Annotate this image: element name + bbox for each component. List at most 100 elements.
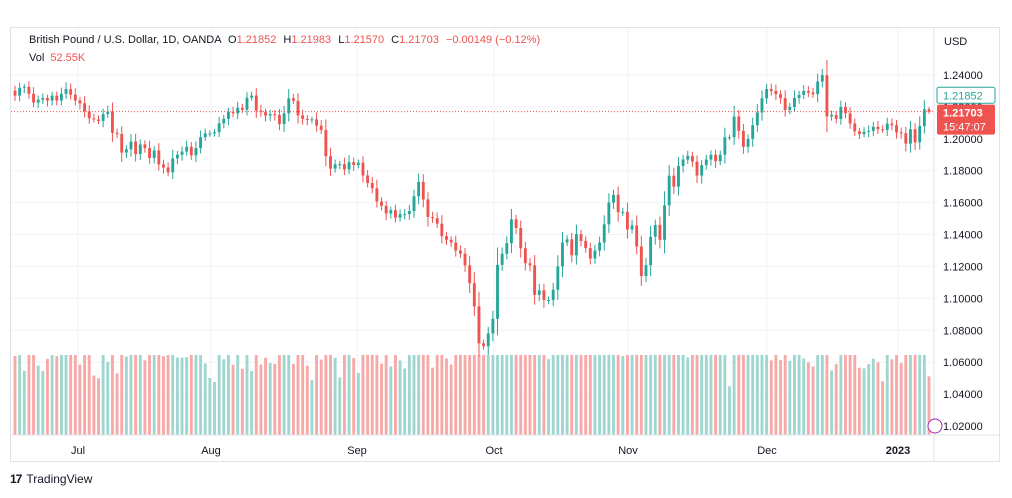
candle-body [690, 155, 694, 162]
candle-body [55, 95, 59, 101]
candle-body [115, 132, 119, 135]
volume-bar [876, 362, 880, 435]
chart-svg[interactable]: USD 1.240001.220001.200001.180001.160001… [11, 28, 999, 461]
candle-body [166, 167, 170, 173]
volume-bar [73, 355, 77, 435]
candle-body [380, 201, 383, 206]
price-tick-label: 1.18000 [943, 166, 983, 178]
candle-body [844, 106, 847, 114]
volume-bar [844, 355, 847, 435]
volume-bar [765, 355, 769, 435]
volume-bar [87, 355, 91, 435]
candle-body [667, 175, 671, 206]
volume-bar [333, 357, 337, 435]
volume-bar [542, 355, 546, 435]
volume-bar [213, 382, 216, 435]
candle-body [509, 219, 513, 244]
candle-body [909, 129, 912, 144]
candle-body [171, 158, 175, 173]
volume-bar [760, 355, 764, 435]
volume-bar [672, 355, 676, 435]
candle-body [282, 113, 286, 124]
volume-bar [718, 355, 722, 435]
candle-body [500, 253, 504, 265]
candle-body [59, 93, 63, 101]
candle-body [426, 199, 430, 217]
candle-body [639, 246, 643, 277]
volume-bar [927, 376, 931, 435]
volume-bar [315, 355, 319, 435]
volume-bar [658, 355, 662, 435]
candle-body [468, 265, 472, 284]
candle-body [769, 89, 773, 91]
volume-bar [208, 378, 212, 435]
volume-bar [278, 355, 281, 435]
candle-body [663, 205, 666, 240]
candle-body [366, 175, 370, 184]
candles[interactable] [13, 59, 931, 357]
volume-bar [254, 355, 258, 435]
candle-body [718, 154, 722, 162]
candle-body [788, 106, 792, 111]
candle-body [134, 141, 138, 154]
candle-body [602, 224, 606, 243]
low-value: 1.21570 [344, 34, 385, 46]
candle-body [779, 94, 782, 99]
volume-bar [222, 359, 226, 435]
volume-bar [825, 355, 829, 435]
candle-body [87, 111, 91, 119]
volume-bar [83, 355, 87, 435]
candle-body [222, 118, 226, 124]
candle-body [175, 154, 179, 159]
volume-bar [686, 357, 690, 435]
candle-body [356, 162, 360, 165]
volume-bar [110, 355, 114, 435]
candle-body [537, 290, 541, 295]
volume-bar [194, 355, 198, 435]
volume-bar [918, 355, 922, 435]
volume-bar [704, 355, 708, 435]
volume-bar [226, 355, 230, 435]
tradingview-brand[interactable]: 17 TradingView [10, 472, 92, 486]
volume-bar [236, 355, 240, 435]
time-tick-label: Aug [201, 445, 221, 457]
candle-body [547, 299, 550, 301]
candle-body [881, 129, 885, 131]
volume-bar [579, 355, 583, 435]
volume-bar [421, 355, 425, 435]
volume-bar [454, 355, 458, 435]
candle-body [746, 138, 750, 147]
volume-bar [417, 355, 421, 435]
volume-bar [352, 358, 356, 435]
volume-bar [774, 355, 778, 435]
open-price-tag-value: 1.21852 [943, 90, 983, 102]
candle-body [709, 154, 713, 160]
candle-body [199, 137, 203, 149]
volume-bar [189, 355, 193, 435]
volume-bar [231, 364, 235, 435]
time-axis[interactable]: Jul Aug Sep Oct Nov Dec 2023 [11, 434, 999, 457]
candle-body [458, 250, 462, 254]
volume-label[interactable]: Vol [29, 52, 45, 64]
candle-body [208, 133, 212, 135]
candle-body [324, 130, 328, 157]
candle-body [677, 165, 680, 187]
candle-body [811, 92, 815, 95]
chart-frame[interactable]: USD 1.240001.220001.200001.180001.160001… [10, 27, 1000, 462]
candle-body [635, 225, 639, 247]
volume-bar [180, 357, 184, 435]
volume-bar [820, 355, 824, 435]
candle-body [867, 130, 871, 132]
candle-body [797, 94, 801, 98]
volume-bar [496, 355, 499, 435]
time-tick-label: Oct [485, 445, 502, 457]
volume-bar [97, 378, 100, 435]
volume-bar [519, 355, 523, 435]
volume-bar [667, 355, 671, 435]
candle-body [463, 253, 467, 266]
scroll-to-realtime-button[interactable] [927, 418, 943, 434]
candle-body [542, 290, 546, 300]
time-tick-label: Dec [757, 445, 777, 457]
symbol-description[interactable]: British Pound / U.S. Dollar, 1D, OANDA [29, 34, 221, 46]
volume-bar [407, 355, 411, 435]
